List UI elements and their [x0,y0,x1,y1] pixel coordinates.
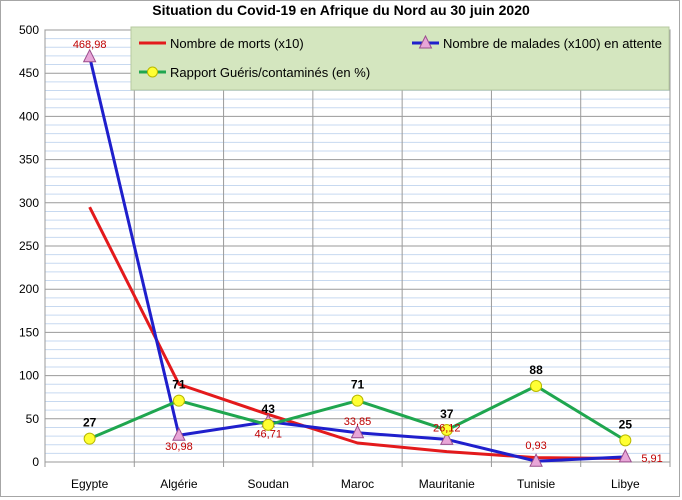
axes: 0 50 100 150 200 250 300 350 400 450 500 Egypte Algé… [19,23,640,491]
triangle-marker [529,453,543,467]
legend-label: Rapport Guéris/contaminés (en %) [170,65,370,80]
data-label-gueris: 71 [172,378,186,392]
y-tick-label: 300 [19,196,39,210]
triangle-marker [350,424,365,439]
legend-triangle-marker [418,34,433,49]
y-tick-label: 50 [26,412,40,426]
data-label-gueris: 37 [440,407,454,421]
circle-marker [530,379,543,392]
x-tick-label: Maroc [341,477,374,491]
data-labels: 468,98 30,98 46,71 33,85 26,12 0,93 5,91 27 71 43… [73,39,663,465]
x-tick-label: Egypte [71,477,109,491]
data-label-malades: 26,12 [433,422,461,434]
gridlines [44,29,671,467]
y-tick-label: 450 [19,66,39,80]
data-label-gueris: 88 [529,363,543,377]
legend: Nombre de morts (x10) Nombre de malades (… [130,26,670,91]
data-label-malades: 33,85 [344,416,372,428]
data-label-malades: 5,91 [641,453,662,465]
legend-label: Nombre de malades (x100) en attente [443,36,662,51]
data-label-gueris: 71 [351,378,365,392]
x-tick-label: Tunisie [517,477,556,491]
triangle-marker [172,427,186,441]
x-tick-label: Soudan [248,477,289,491]
data-label-gueris: 25 [619,417,633,431]
circle-marker [619,434,632,447]
x-tick-label: Algérie [160,477,198,491]
data-label-gueris: 43 [262,402,276,416]
y-tick-label: 250 [19,239,39,253]
series-group [82,48,633,467]
y-tick-label: 150 [19,325,39,339]
y-tick-label: 200 [19,282,39,296]
circle-marker [172,394,185,407]
data-label-malades: 0,93 [525,440,546,452]
circle-marker [83,432,96,445]
circle-marker [351,394,364,407]
legend-label: Nombre de morts (x10) [170,36,304,51]
y-tick-label: 500 [19,23,39,37]
data-label-malades: 30,98 [165,441,193,453]
y-tick-label: 100 [19,369,39,383]
chart-title: Situation du Covid-19 en Afrique du Nord… [152,2,530,18]
x-tick-label: Libye [611,477,640,491]
y-tick-label: 400 [19,109,39,123]
legend-circle-marker [147,66,158,78]
triangle-marker [82,48,97,63]
triangle-marker [618,448,633,463]
data-label-malades: 46,71 [254,429,282,441]
x-tick-label: Mauritanie [419,477,475,491]
y-tick-label: 0 [32,455,39,469]
circle-marker [440,424,453,437]
data-label-malades: 468,98 [73,39,107,51]
data-label-gueris: 27 [83,416,97,430]
circle-marker [262,418,275,431]
triangle-marker [439,431,454,445]
legend-box [130,26,670,91]
y-tick-label: 350 [19,153,39,167]
